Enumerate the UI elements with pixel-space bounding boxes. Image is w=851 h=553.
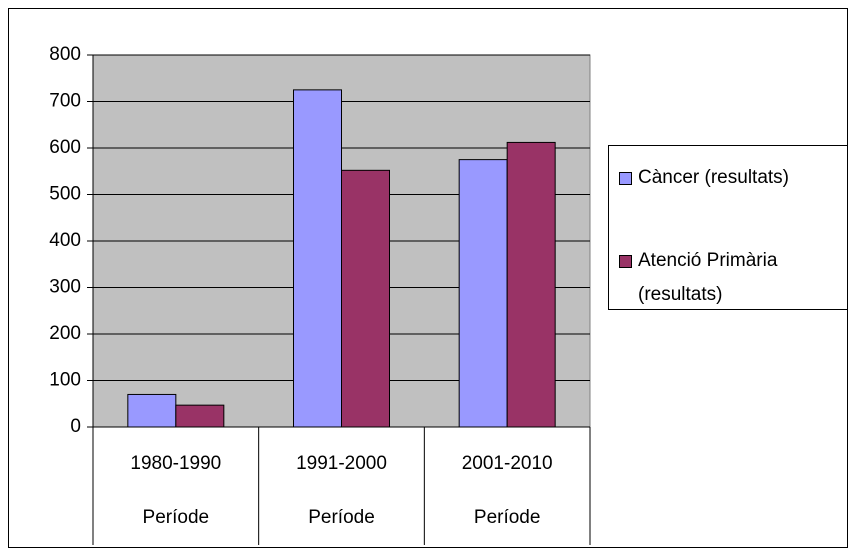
y-tick-label: 600 bbox=[49, 137, 81, 158]
x-group-label: Període bbox=[474, 507, 541, 528]
y-tick-label: 100 bbox=[49, 370, 81, 391]
bar bbox=[458, 159, 508, 428]
y-tick-label: 200 bbox=[49, 323, 81, 344]
y-tick-label: 500 bbox=[49, 184, 81, 205]
y-tick-label: 700 bbox=[49, 91, 81, 112]
bar bbox=[127, 393, 177, 428]
y-tick-label: 0 bbox=[70, 416, 81, 437]
bar bbox=[175, 404, 225, 428]
legend-swatch bbox=[619, 255, 632, 268]
bar bbox=[341, 169, 390, 428]
y-tick-label: 800 bbox=[49, 44, 81, 65]
y-tick-label: 400 bbox=[49, 230, 81, 251]
legend-swatch bbox=[619, 172, 632, 185]
bar bbox=[293, 89, 342, 428]
x-group-label: Període bbox=[143, 507, 210, 528]
legend-label: Càncer (resultats) bbox=[638, 167, 789, 188]
x-tick-label: 1991-2000 bbox=[296, 453, 387, 474]
bar bbox=[506, 141, 556, 428]
y-tick-label: 300 bbox=[49, 277, 81, 298]
x-tick-label: 1980-1990 bbox=[130, 453, 221, 474]
x-group-label: Període bbox=[308, 507, 375, 528]
legend-entry: Atenció Primària (resultats) bbox=[619, 244, 841, 312]
x-tick-label: 2001-2010 bbox=[462, 453, 553, 474]
legend-label: Atenció Primària (resultats) bbox=[638, 250, 778, 305]
legend-entry: Càncer (resultats) bbox=[619, 161, 841, 195]
legend: Càncer (resultats) Atenció Primària (resu… bbox=[608, 145, 848, 310]
